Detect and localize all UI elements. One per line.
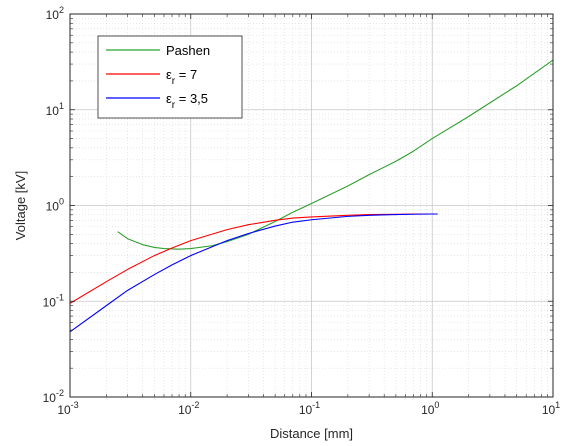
legend: Pashen εr = 7 εr = 3,5	[97, 35, 243, 119]
series-line-2	[69, 213, 438, 333]
x-tick-label: 10-3	[57, 400, 78, 417]
x-tick-label: 101	[542, 400, 560, 417]
x-tick-label: 10-2	[178, 400, 199, 417]
x-tick-labels: 10-3 10-2 10-1 100 101	[57, 400, 560, 417]
legend-entry: εr = 7	[166, 67, 197, 87]
legend-entry: Pashen	[166, 43, 210, 58]
y-tick-label: 102	[46, 5, 64, 22]
x-tick-label: 100	[421, 400, 439, 417]
y-tick-label: 101	[46, 101, 64, 118]
series-line-0	[117, 59, 554, 250]
x-tick-label: 10-1	[299, 400, 320, 417]
y-tick-labels: 10-2 10-1 100 101 102	[43, 5, 64, 405]
legend-entry: εr = 3,5	[166, 91, 208, 111]
y-tick-label: 10-1	[43, 292, 64, 309]
y-tick-label: 10-2	[43, 388, 64, 405]
y-axis-label: Voltage [kV]	[13, 171, 28, 240]
x-axis-label: Distance [mm]	[270, 426, 353, 441]
y-tick-label: 100	[46, 197, 64, 214]
series-layer	[69, 59, 554, 333]
tick-marks	[69, 13, 554, 398]
